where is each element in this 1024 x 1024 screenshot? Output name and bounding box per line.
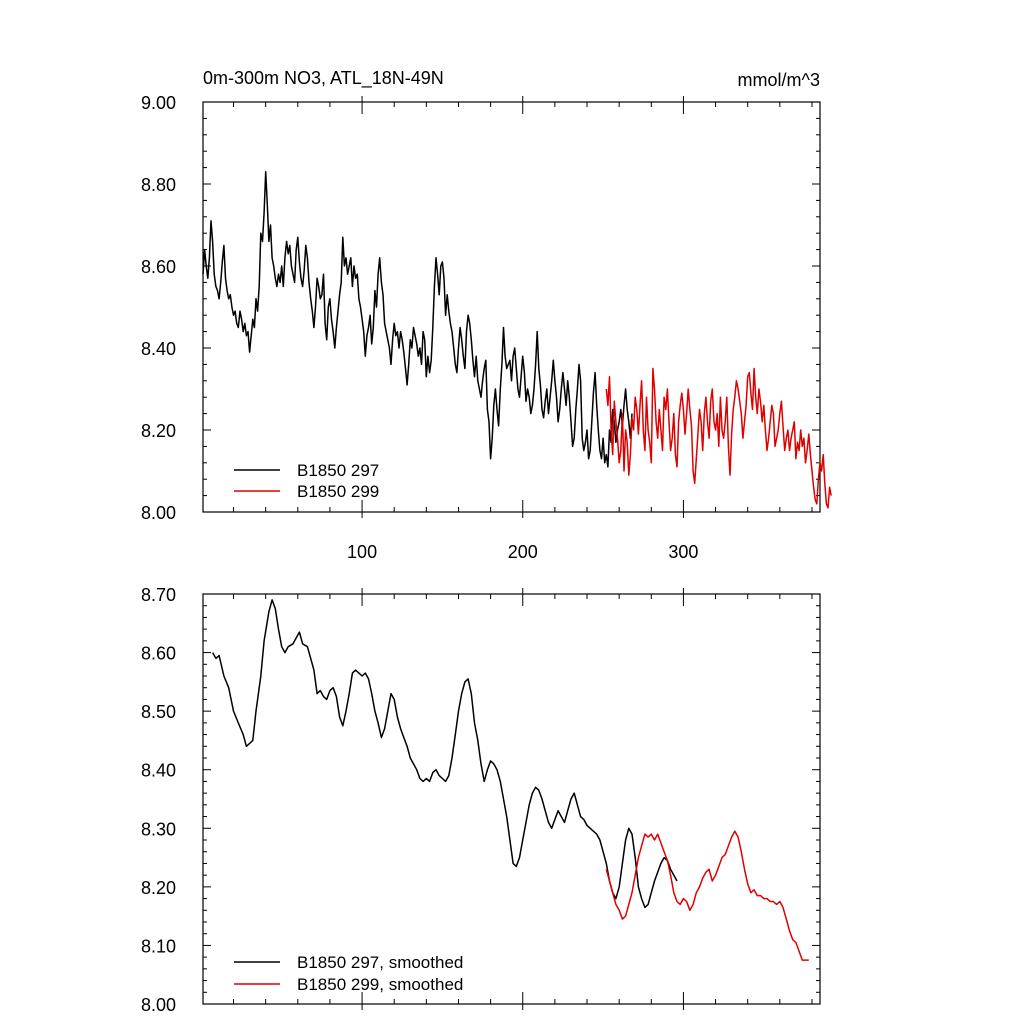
series-line-top-299 (605, 367, 832, 509)
chart-title: 0m-300m NO3, ATL_18N-49N (203, 68, 444, 89)
y-tick-label: 8.10 (141, 936, 176, 956)
tick-group-top: 8.00 8.20 8.40 8.60 8.80 9.00 100 200 300 (141, 93, 820, 562)
bottom-panel: 8.00 8.10 8.20 8.30 8.40 8.50 8.60 8.70 B1850 2… (141, 585, 821, 1015)
tick-group-bottom: 8.00 8.10 8.20 8.30 8.40 8.50 8.60 8.70 (141, 585, 820, 1015)
y-tick-label: 8.60 (141, 257, 176, 277)
legend-label-297: B1850 297 (297, 461, 379, 480)
y-tick-label: 8.30 (141, 819, 176, 839)
y-tick-label: 8.20 (141, 878, 176, 898)
y-tick-label: 8.00 (141, 503, 176, 523)
y-tick-label: 8.40 (141, 339, 176, 359)
y-tick-label: 8.60 (141, 644, 176, 664)
y-tick-label: 8.40 (141, 761, 176, 781)
legend-label-299-smoothed: B1850 299, smoothed (297, 975, 463, 994)
plot-frame-top (202, 101, 821, 513)
series-line-bottom-297 (211, 599, 678, 909)
top-panel: 0m-300m NO3, ATL_18N-49N mmol/m^3 8.008.… (141, 68, 832, 562)
y-tick-label: 9.00 (141, 93, 176, 113)
series-line-top-297 (202, 170, 633, 468)
y-tick-label: 8.20 (141, 421, 176, 441)
legend-top: B1850 297 B1850 299 (234, 461, 379, 501)
legend-label-299: B1850 299 (297, 482, 379, 501)
plot-frame-bottom (202, 593, 821, 1005)
x-tick-label: 300 (668, 542, 698, 562)
legend-label-297-smoothed: B1850 297, smoothed (297, 953, 463, 972)
y-tick-label: 8.50 (141, 702, 176, 722)
series-group-top (202, 170, 832, 509)
y-tick-label: 8.70 (141, 585, 176, 605)
y-tick-label: 8.00 (141, 995, 176, 1015)
y-tick-label: 8.80 (141, 175, 176, 195)
x-tick-label: 100 (347, 542, 377, 562)
series-line-bottom-299 (605, 830, 809, 961)
series-group-bottom (211, 599, 809, 961)
x-tick-label: 200 (508, 542, 538, 562)
legend-bottom: B1850 297, smoothed B1850 299, smoothed (234, 953, 463, 994)
chart-units: mmol/m^3 (738, 70, 820, 90)
